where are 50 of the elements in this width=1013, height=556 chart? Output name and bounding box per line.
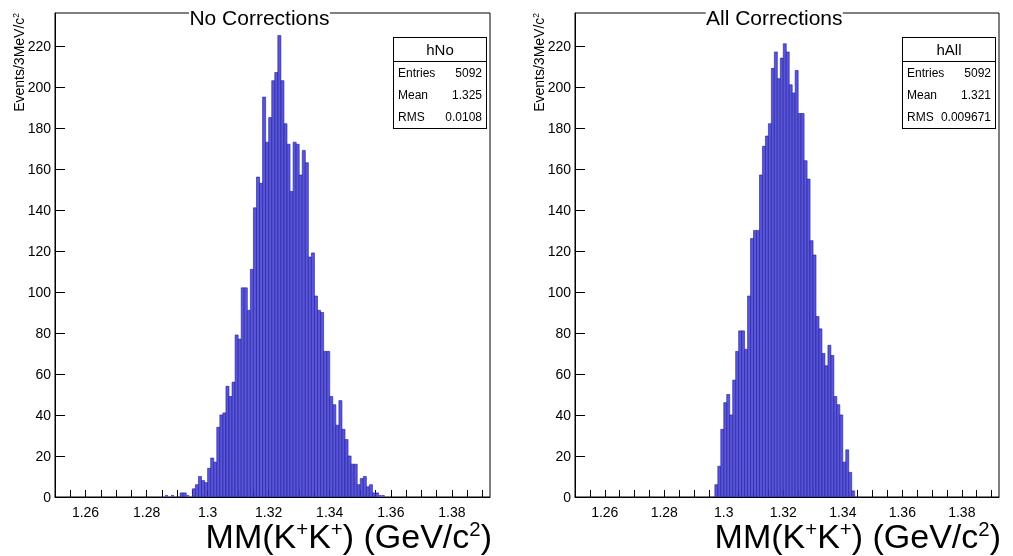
y-tick-label: 200 <box>27 78 52 95</box>
y-tick-label: 60 <box>35 365 52 382</box>
x-tick-label: 1.28 <box>650 504 679 520</box>
y-tick-label: 100 <box>547 283 572 300</box>
x-tick-label: 1.36 <box>888 504 917 520</box>
annotation: hNo <box>394 38 486 62</box>
annotation: RMS 0.009671 <box>907 110 991 124</box>
y-tick-label: 180 <box>547 119 572 136</box>
y-tick-label: 0 <box>43 489 52 505</box>
x-tick-label: 1.3 <box>714 504 734 520</box>
x-tick-label: 1.38 <box>438 504 466 520</box>
y-tick-label: 40 <box>555 406 572 423</box>
text: Entries 5092 <box>907 66 991 80</box>
y-tick-label: 200 <box>547 78 572 95</box>
y-tick-label: 160 <box>27 160 52 177</box>
x-axis-title: MM(K$^{+}$K$^{+}$) (GeV/c$^{2}$) <box>205 517 492 555</box>
y-tick-label: 80 <box>555 324 572 341</box>
annotation: hAll <box>903 38 995 62</box>
x-tick-label: 1.34 <box>316 504 344 520</box>
y-tick-label: 100 <box>27 283 52 300</box>
y-tick-label: 120 <box>27 242 52 259</box>
y-tick-label: 220 <box>27 37 52 54</box>
x-tick-label: 1.38 <box>948 504 976 520</box>
x-tick-label: 1.34 <box>829 504 857 520</box>
x-tick-label: 1.36 <box>377 504 405 520</box>
x-tick-label: 1.28 <box>132 504 161 520</box>
chart-title: All Corrections <box>705 6 843 29</box>
y-tick-label: 140 <box>547 201 572 218</box>
text: Mean 1.321 <box>907 88 991 102</box>
x-tick-label: 1.32 <box>769 504 798 520</box>
y-tick-label: 120 <box>547 242 572 259</box>
text: RMS 0.0108 <box>398 110 482 124</box>
x-axis-title: MM(K$^{+}$K$^{+}$) (GeV/c$^{2}$) <box>714 517 1001 555</box>
y-tick-label: 140 <box>27 201 52 218</box>
y-tick-label: 0 <box>563 489 572 505</box>
text: Entries 5092 <box>398 66 482 80</box>
x-tick-label: 1.26 <box>591 504 619 520</box>
x-tick-label: 1.3 <box>197 504 218 520</box>
text: Mean 1.325 <box>398 88 482 102</box>
y-tick-label: 20 <box>555 447 572 464</box>
x-tick-label: 1.26 <box>71 504 100 520</box>
y-tick-label: 220 <box>547 37 572 54</box>
y-tick-label: 60 <box>555 365 572 382</box>
y-tick-label: 40 <box>35 406 52 423</box>
y-tick-label: 180 <box>27 119 52 136</box>
y-tick-label: 80 <box>35 324 52 341</box>
y-tick-label: 160 <box>547 160 572 177</box>
chart-title: No Corrections <box>189 6 330 29</box>
x-tick-label: 1.32 <box>255 504 283 520</box>
y-tick-label: 20 <box>35 447 52 464</box>
